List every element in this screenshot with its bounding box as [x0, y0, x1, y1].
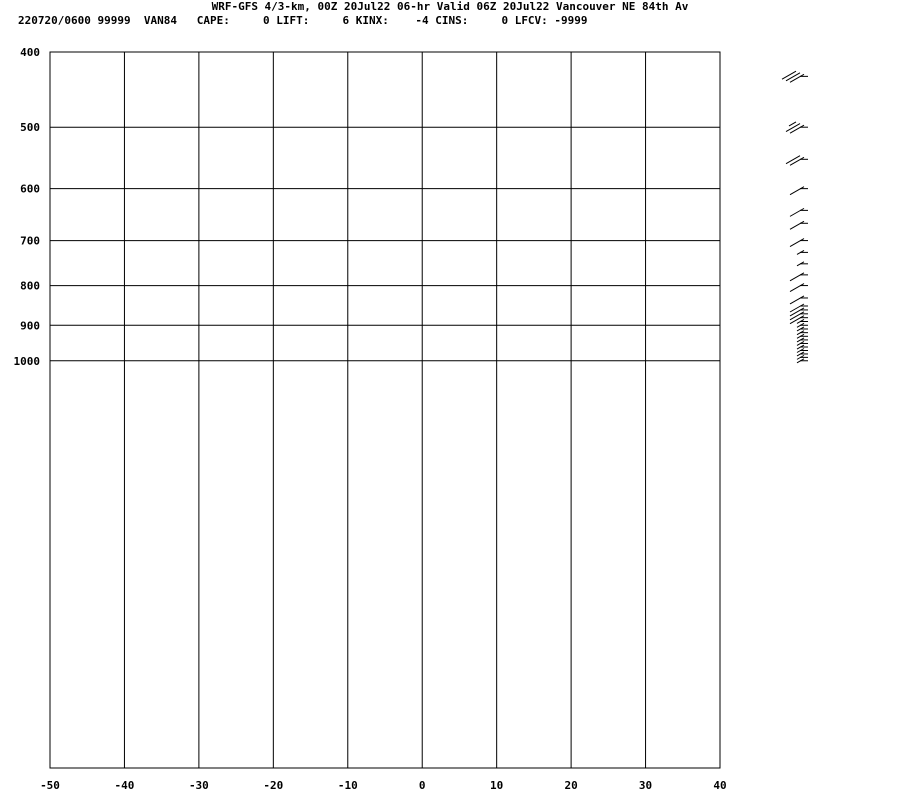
wind-barb-feather [789, 307, 805, 317]
wind-barb-half-feather [796, 358, 805, 364]
wind-barb [796, 344, 808, 350]
chart-title: WRF-GFS 4/3-km, 00Z 20Jul22 06-hr Valid … [211, 0, 689, 13]
wind-barb [796, 341, 808, 346]
wind-barb-feather [785, 155, 801, 165]
wind-barb [789, 207, 808, 217]
wind-barb-feather [781, 70, 797, 80]
x-tick-label: -20 [263, 779, 283, 792]
wind-barb [789, 303, 808, 313]
wind-barb [796, 337, 808, 343]
wind-barb-half-feather [796, 249, 805, 255]
wind-barb-half-feather [796, 261, 805, 267]
wind-barb-feather [785, 72, 801, 82]
wind-barb-half-feather [796, 351, 805, 357]
x-tick-label: 20 [564, 779, 577, 792]
station-indices-line: 220720/0600 99999 VAN84 CAPE: 0 LIFT: 6 … [18, 14, 588, 27]
wind-barb-feather [789, 156, 805, 166]
wind-barb-feather [789, 186, 805, 196]
grid [50, 51, 720, 768]
y-tick-label: 700 [20, 235, 40, 248]
wind-barb [789, 238, 808, 248]
wind-barb [796, 354, 808, 360]
x-tick-label: 0 [419, 779, 426, 792]
y-tick-label: 500 [20, 121, 40, 134]
wind-barb-half-feather [796, 333, 805, 339]
wind-barb-half-feather [796, 319, 805, 324]
wind-barb [789, 295, 808, 305]
wind-barb [796, 333, 808, 339]
wind-barb [796, 330, 808, 336]
wind-barb-feather [789, 207, 805, 217]
y-tick-label: 600 [20, 183, 40, 196]
y-axis-ticks: 400 500 600 700 800 900 1000 [14, 46, 41, 368]
wind-barb [785, 155, 808, 166]
wind-barb-half-feather [796, 322, 805, 328]
wind-barb-feather [789, 124, 805, 134]
wind-barb-feather [789, 315, 805, 325]
plot-frame [49, 51, 721, 769]
wind-barb [789, 220, 808, 230]
wind-barb [796, 322, 808, 328]
wind-barb-half-feather [796, 326, 805, 332]
wind-barb [796, 261, 808, 267]
x-tick-label: 10 [490, 779, 503, 792]
x-tick-label: -30 [189, 779, 209, 792]
y-tick-label: 900 [20, 319, 40, 332]
wind-barb-feather [789, 295, 805, 305]
wind-barb [796, 348, 808, 353]
wind-barb-feather [789, 272, 805, 282]
x-tick-label: -40 [115, 779, 135, 792]
wind-barb [796, 319, 808, 324]
wind-barb-feather [789, 283, 805, 293]
wind-barb [789, 311, 808, 321]
wind-barb [789, 272, 808, 282]
wind-barb [796, 351, 808, 357]
wind-barb [796, 249, 808, 255]
wind-barb [781, 70, 808, 83]
wind-barb [789, 186, 808, 196]
wind-barb-feather [789, 73, 805, 83]
wind-barb-feather [789, 311, 805, 321]
wind-barb [789, 315, 808, 325]
wind-barb-half-feather [796, 337, 805, 343]
wind-barb-half-feather [796, 330, 805, 336]
wind-barb-half-feather [796, 348, 805, 353]
wind-barb-feather [789, 303, 805, 313]
wind-barb [796, 326, 808, 332]
x-tick-label: 40 [713, 779, 726, 792]
wind-barb-feather [789, 220, 805, 230]
x-tick-label: -10 [338, 779, 358, 792]
wind-barb [789, 283, 808, 293]
x-tick-label: -50 [40, 779, 60, 792]
y-tick-label: 1000 [14, 355, 41, 368]
y-tick-label: 400 [20, 46, 40, 59]
wind-barb [785, 121, 808, 134]
wind-barb-half-feather [796, 341, 805, 346]
x-tick-label: 30 [639, 779, 652, 792]
wind-barb-feather [789, 238, 805, 248]
wind-barb-half-feather [796, 354, 805, 360]
wind-barb [796, 358, 808, 364]
wind-barb-feather [785, 123, 801, 133]
wind-barb-half-feather [788, 121, 797, 127]
x-axis-ticks: -50 -40 -30 -20 -10 0 10 20 30 40 [40, 779, 727, 792]
wind-barb-half-feather [796, 344, 805, 350]
wind-barb [789, 307, 808, 317]
wind-barbs [781, 70, 808, 364]
y-tick-label: 800 [20, 280, 40, 293]
